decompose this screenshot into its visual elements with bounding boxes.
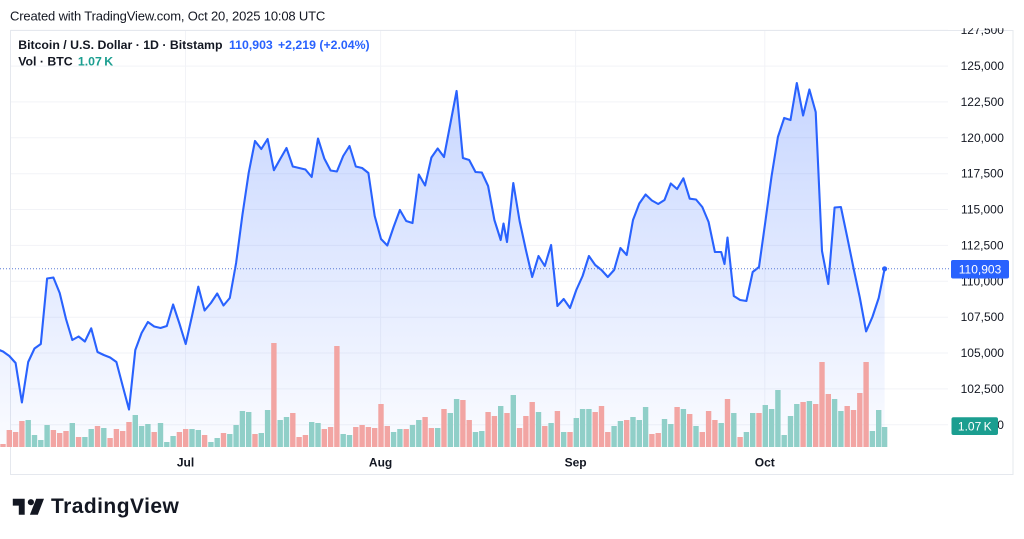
svg-text:Vol · BTC: Vol · BTC: [18, 55, 73, 69]
svg-text:112,500: 112,500: [961, 238, 1004, 252]
svg-text:1.07 K: 1.07 K: [958, 419, 992, 433]
svg-text:105,000: 105,000: [961, 346, 1005, 360]
svg-text:107,500: 107,500: [961, 310, 1005, 324]
svg-text:127,500: 127,500: [961, 23, 1005, 37]
svg-text:120,000: 120,000: [961, 131, 1005, 145]
svg-text:Sep: Sep: [565, 456, 587, 470]
svg-text:125,000: 125,000: [961, 59, 1005, 73]
svg-text:122,500: 122,500: [961, 95, 1005, 109]
svg-text:1.07 K: 1.07 K: [78, 55, 113, 69]
svg-text:Jul: Jul: [177, 456, 194, 470]
svg-text:+2,219 (+2.04%): +2,219 (+2.04%): [278, 38, 370, 52]
svg-text:Bitcoin / U.S. Dollar · 1D · B: Bitcoin / U.S. Dollar · 1D · Bitstamp: [18, 38, 222, 52]
svg-text:TradingView: TradingView: [51, 495, 179, 518]
svg-text:117,500: 117,500: [961, 167, 1004, 181]
svg-text:Oct: Oct: [755, 456, 775, 470]
svg-text:110,903: 110,903: [959, 263, 1002, 277]
svg-text:102,500: 102,500: [961, 382, 1005, 396]
svg-text:Aug: Aug: [369, 456, 392, 470]
svg-text:115,000: 115,000: [961, 203, 1004, 217]
svg-text:110,903: 110,903: [229, 38, 273, 52]
svg-text:Created with TradingView.com,: Created with TradingView.com, Oct 20, 20…: [10, 8, 325, 23]
